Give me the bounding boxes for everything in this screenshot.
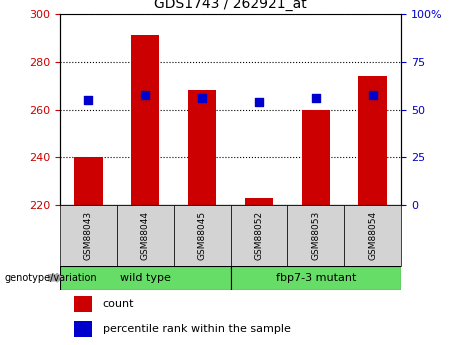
Bar [74, 157, 102, 205]
Bar [287, 205, 344, 266]
Point [255, 100, 263, 105]
Bar [60, 266, 230, 290]
Point [85, 97, 92, 103]
Point [312, 95, 319, 100]
Point [198, 95, 206, 100]
Text: GSM88045: GSM88045 [198, 211, 207, 260]
Bar [230, 205, 287, 266]
Bar [188, 90, 216, 205]
Text: GSM88052: GSM88052 [254, 211, 263, 260]
Bar [117, 205, 174, 266]
Bar [301, 109, 330, 205]
Bar [245, 198, 273, 205]
Text: GSM88054: GSM88054 [368, 211, 377, 260]
Text: fbp7-3 mutant: fbp7-3 mutant [276, 273, 356, 283]
Text: percentile rank within the sample: percentile rank within the sample [102, 324, 290, 334]
Text: GSM88044: GSM88044 [141, 211, 150, 260]
Bar [74, 296, 92, 312]
Bar [60, 205, 117, 266]
Bar [230, 266, 401, 290]
Text: wild type: wild type [120, 273, 171, 283]
Text: genotype/variation: genotype/variation [5, 273, 97, 283]
Bar [174, 205, 230, 266]
Title: GDS1743 / 262921_at: GDS1743 / 262921_at [154, 0, 307, 11]
Bar [358, 76, 387, 205]
Text: count: count [102, 299, 134, 309]
Text: GSM88053: GSM88053 [311, 211, 320, 260]
Point [142, 92, 149, 98]
Bar [344, 205, 401, 266]
Point [369, 92, 376, 98]
Text: GSM88043: GSM88043 [84, 211, 93, 260]
Bar [131, 35, 160, 205]
Bar [74, 321, 92, 337]
